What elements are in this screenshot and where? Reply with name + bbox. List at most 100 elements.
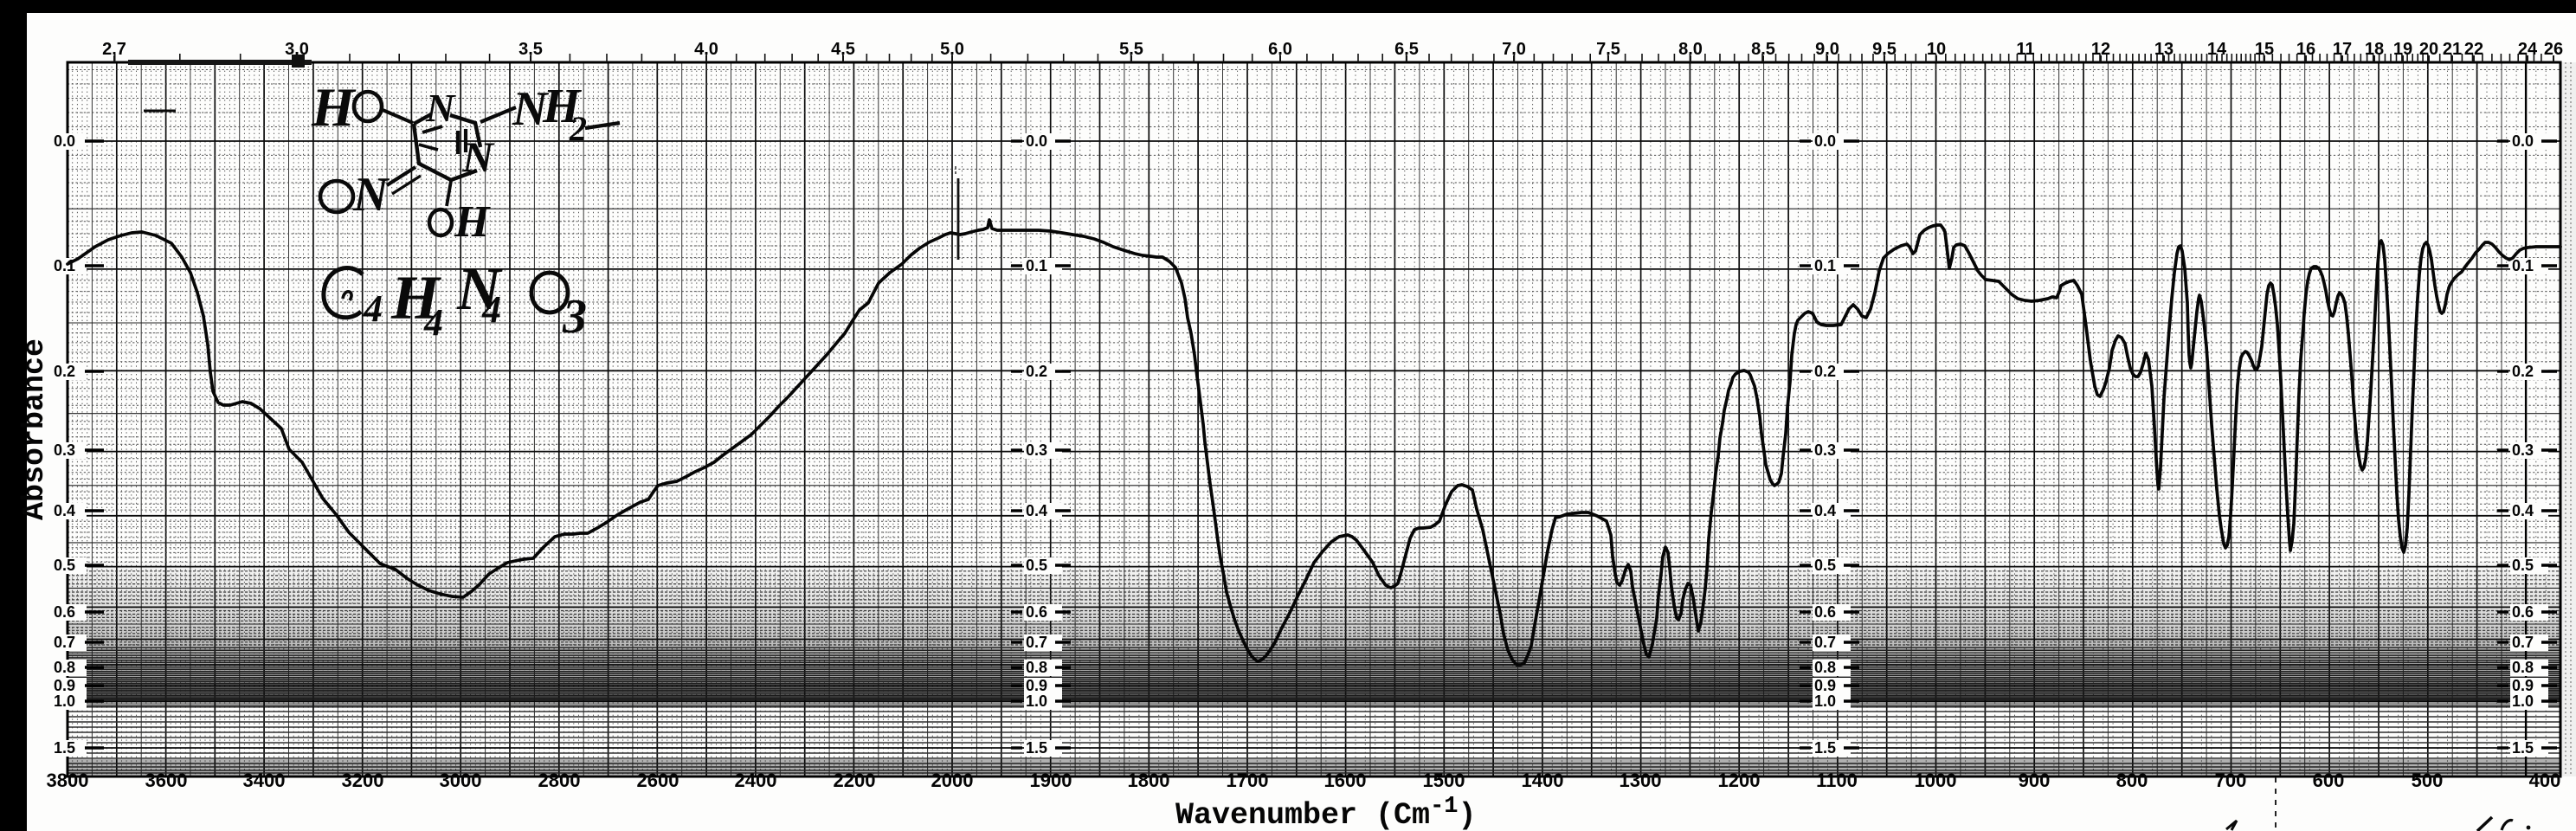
- svg-text:10: 10: [1927, 40, 1946, 59]
- svg-text:2800: 2800: [538, 770, 581, 791]
- svg-text:4.0: 4.0: [694, 40, 718, 59]
- svg-text:0.3: 0.3: [2512, 441, 2534, 459]
- svg-text:0.4: 0.4: [54, 502, 75, 519]
- svg-text:17: 17: [2333, 40, 2352, 59]
- svg-text:1.0: 1.0: [1814, 692, 1836, 710]
- svg-text:0.1: 0.1: [1026, 257, 1047, 274]
- svg-text:0.7: 0.7: [1026, 634, 1047, 651]
- svg-text:9.0: 9.0: [1815, 40, 1839, 59]
- svg-text:0.6: 0.6: [1026, 603, 1047, 621]
- svg-text:N: N: [456, 256, 503, 323]
- svg-text:600: 600: [2313, 770, 2345, 791]
- svg-text:0.6: 0.6: [2512, 603, 2534, 621]
- svg-text:21: 21: [2443, 40, 2462, 59]
- svg-text:3.5: 3.5: [518, 40, 543, 59]
- svg-text:0.2: 0.2: [1026, 363, 1047, 380]
- svg-text:0.2: 0.2: [1814, 363, 1836, 380]
- svg-text:H: H: [542, 80, 582, 133]
- svg-text:3000: 3000: [440, 770, 482, 791]
- svg-text:0.9: 0.9: [1026, 677, 1047, 694]
- svg-text:1100: 1100: [1816, 770, 1858, 791]
- svg-text:0.5: 0.5: [1026, 557, 1047, 574]
- svg-text:N: N: [425, 86, 456, 130]
- svg-text:0.9: 0.9: [1814, 677, 1836, 694]
- svg-text:6.5: 6.5: [1394, 40, 1419, 59]
- svg-text:1700: 1700: [1227, 770, 1269, 791]
- svg-text:700: 700: [2215, 770, 2247, 791]
- svg-text:0.5: 0.5: [2512, 557, 2534, 574]
- svg-text:3800: 3800: [47, 770, 89, 791]
- svg-text:3600: 3600: [145, 770, 188, 791]
- svg-text:0.7: 0.7: [1814, 634, 1836, 651]
- svg-text:1500: 1500: [1423, 770, 1465, 791]
- svg-text:3: 3: [562, 290, 587, 344]
- svg-text:H: H: [311, 76, 357, 138]
- svg-text:0.8: 0.8: [1814, 659, 1836, 676]
- svg-text:0.0: 0.0: [2512, 132, 2534, 150]
- svg-text:0.8: 0.8: [54, 659, 75, 676]
- svg-text:500: 500: [2412, 770, 2444, 791]
- svg-text:0.5: 0.5: [54, 557, 75, 574]
- svg-text:4: 4: [423, 301, 443, 344]
- svg-text:1000: 1000: [1915, 770, 1957, 791]
- svg-text:26: 26: [2544, 40, 2563, 59]
- svg-text:0.0: 0.0: [1026, 132, 1047, 150]
- svg-text:Absorbance: Absorbance: [17, 338, 52, 520]
- svg-text:N: N: [512, 82, 550, 136]
- svg-text:7.5: 7.5: [1596, 40, 1620, 59]
- svg-text:0.1: 0.1: [1814, 257, 1836, 274]
- svg-text:H: H: [390, 263, 441, 332]
- svg-text:11: 11: [2016, 40, 2034, 59]
- svg-text:3400: 3400: [243, 770, 286, 791]
- svg-text:4: 4: [481, 288, 501, 331]
- svg-text:3200: 3200: [342, 770, 384, 791]
- svg-text:13: 13: [2154, 40, 2174, 59]
- svg-text:14: 14: [2207, 40, 2227, 59]
- svg-text:3.0: 3.0: [285, 40, 309, 59]
- svg-text:1.5: 1.5: [1026, 739, 1047, 757]
- svg-text:0.6: 0.6: [1814, 603, 1836, 621]
- svg-text:19: 19: [2393, 40, 2412, 59]
- svg-text:7.0: 7.0: [1502, 40, 1526, 59]
- svg-text:1800: 1800: [1128, 770, 1170, 791]
- svg-text:0.4: 0.4: [1814, 502, 1836, 519]
- svg-text:1200: 1200: [1718, 770, 1761, 791]
- svg-text:0.8: 0.8: [1026, 659, 1047, 676]
- svg-text:0.9: 0.9: [2512, 677, 2534, 694]
- svg-text:1.5: 1.5: [2512, 739, 2534, 757]
- svg-text:1.5: 1.5: [1814, 739, 1836, 757]
- svg-text:0.9: 0.9: [54, 677, 75, 694]
- svg-text:0.8: 0.8: [2512, 659, 2534, 676]
- svg-text:15: 15: [2255, 40, 2274, 59]
- svg-text:5.5: 5.5: [1119, 40, 1143, 59]
- svg-text:6.0: 6.0: [1268, 40, 1292, 59]
- svg-text:0.0: 0.0: [1814, 132, 1836, 150]
- svg-text:20: 20: [2419, 40, 2438, 59]
- svg-text:0.5: 0.5: [1814, 557, 1836, 574]
- svg-text:400: 400: [2529, 770, 2561, 791]
- svg-text:900: 900: [2019, 770, 2051, 791]
- svg-text:2200: 2200: [834, 770, 876, 791]
- svg-text:2400: 2400: [735, 770, 777, 791]
- svg-text:0.1: 0.1: [54, 257, 75, 274]
- svg-text:1.0: 1.0: [1026, 692, 1047, 710]
- svg-text:H: H: [454, 197, 491, 247]
- svg-text:0.3: 0.3: [1814, 441, 1836, 459]
- svg-text:0.7: 0.7: [54, 634, 75, 651]
- svg-text:18: 18: [2365, 40, 2384, 59]
- svg-text:0.3: 0.3: [54, 441, 75, 459]
- svg-text:8.0: 8.0: [1678, 40, 1703, 59]
- svg-text:0.4: 0.4: [2512, 502, 2534, 519]
- svg-text:0.3: 0.3: [1026, 441, 1047, 459]
- svg-text:1.0: 1.0: [2512, 692, 2534, 710]
- svg-text:1600: 1600: [1324, 770, 1367, 791]
- svg-text:0.0: 0.0: [54, 132, 75, 150]
- svg-text:12: 12: [2091, 40, 2110, 59]
- svg-text:4.5: 4.5: [831, 40, 855, 59]
- svg-text:2600: 2600: [637, 770, 679, 791]
- svg-text:800: 800: [2116, 770, 2148, 791]
- svg-text:N: N: [352, 168, 390, 222]
- svg-text:8.5: 8.5: [1751, 40, 1775, 59]
- svg-text:0.1: 0.1: [2512, 257, 2534, 274]
- svg-text:1400: 1400: [1522, 770, 1564, 791]
